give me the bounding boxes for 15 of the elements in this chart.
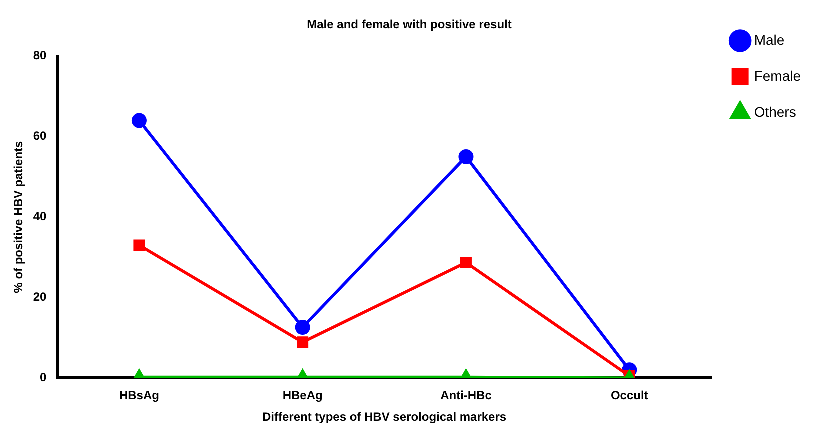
- y-tick-label: 80: [33, 48, 48, 63]
- y-axis-title: % of positive HBV patients: [12, 140, 26, 294]
- x-axis-title: Different types of HBV serological markers: [262, 410, 507, 424]
- x-tick-label: Occult: [610, 388, 648, 403]
- y-tick-label: 60: [33, 129, 48, 144]
- y-tick-label: 0: [40, 370, 48, 385]
- y-tick-label: 40: [33, 210, 48, 224]
- y-tick-label: 20: [33, 290, 48, 304]
- x-tick-label: HBsAg: [119, 388, 160, 403]
- chart-title: Male and female with positive result: [307, 18, 512, 32]
- x-tick-label: HBeAg: [282, 388, 323, 403]
- legend-label: Female: [754, 68, 802, 84]
- legend-label: Male: [754, 32, 785, 48]
- legend-label: Others: [754, 104, 796, 120]
- x-tick-label: Anti-HBc: [440, 388, 492, 403]
